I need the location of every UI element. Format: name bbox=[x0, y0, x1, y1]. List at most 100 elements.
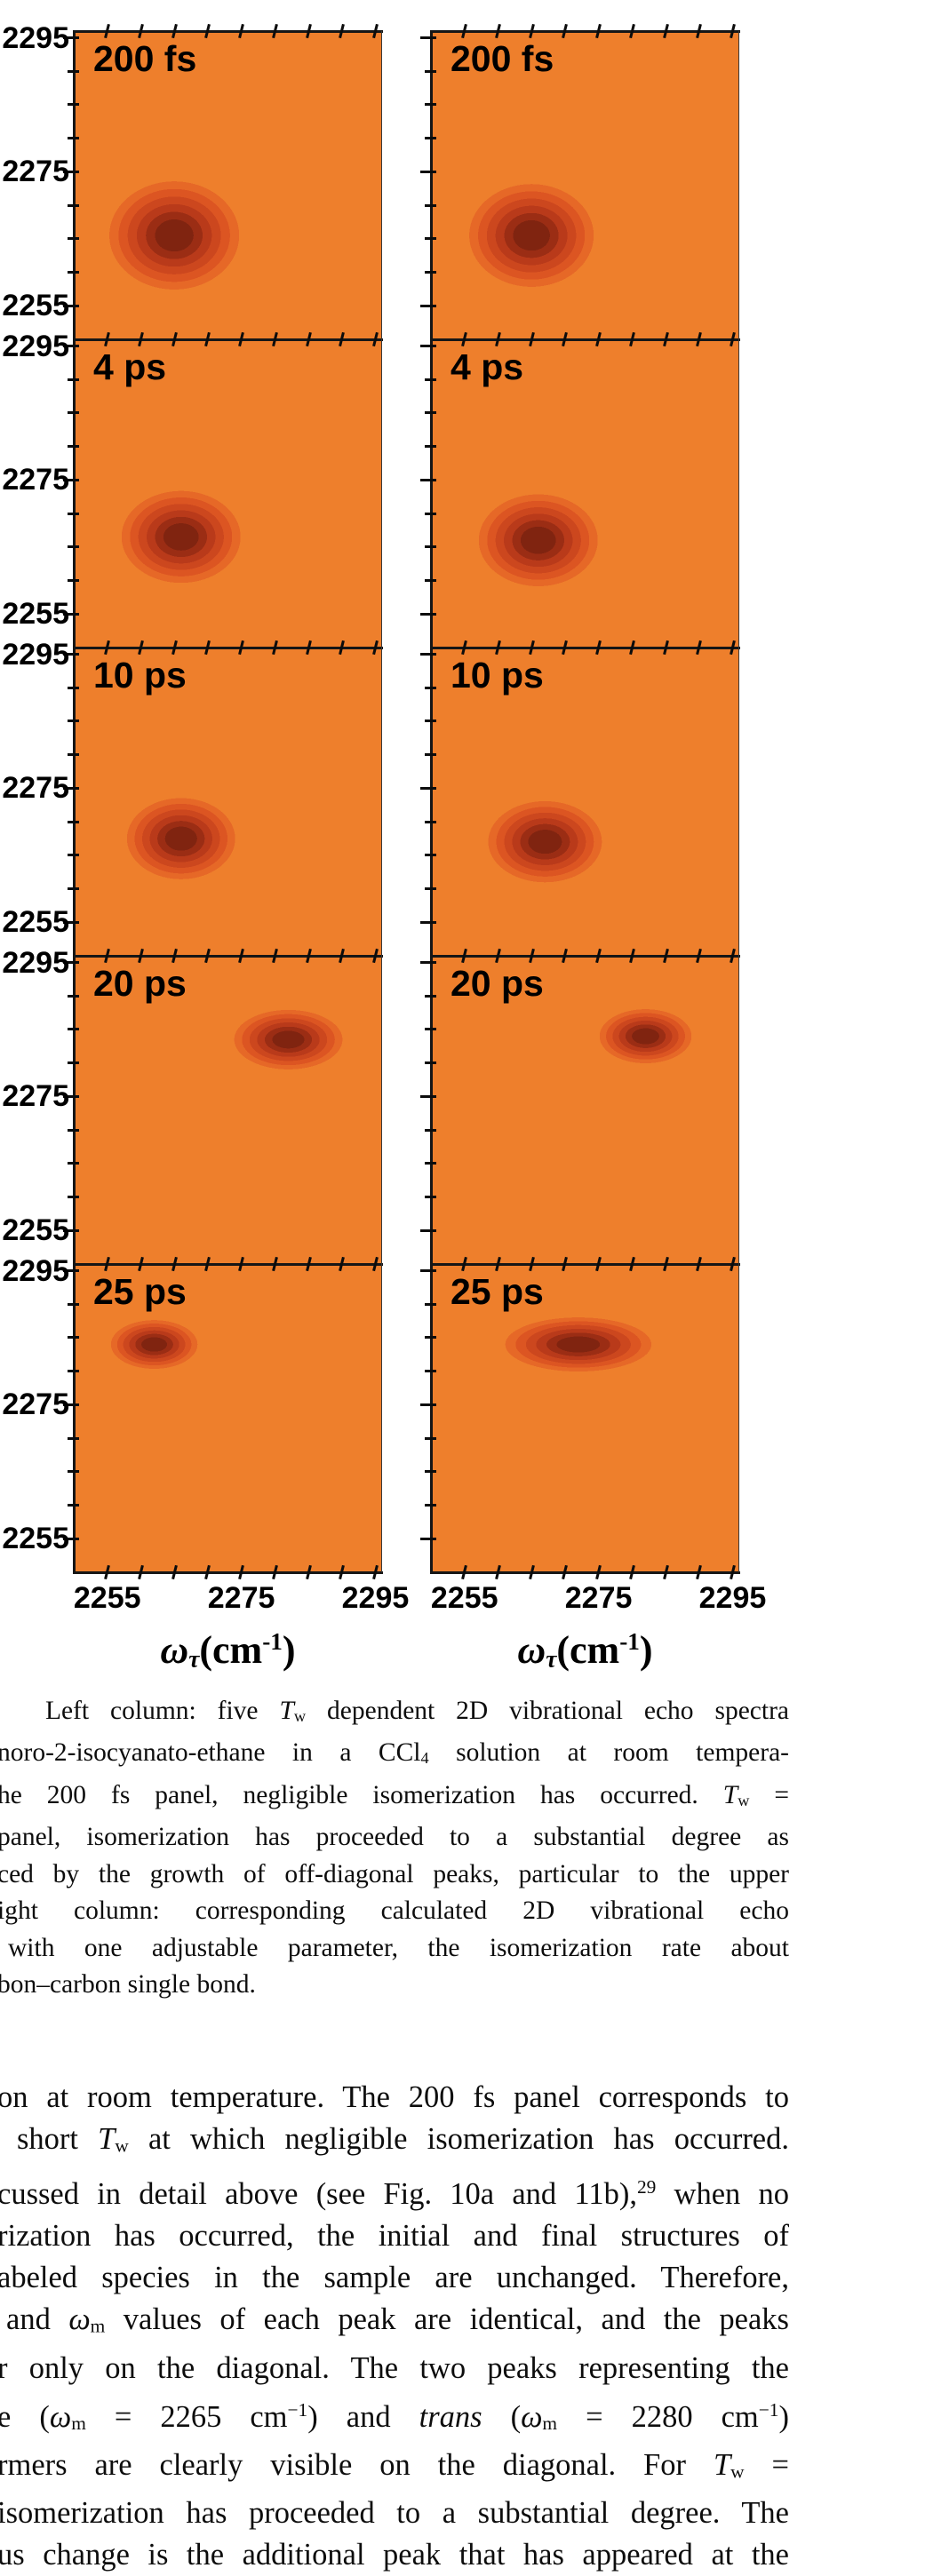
axis-tick bbox=[68, 203, 79, 207]
axis-tick bbox=[63, 961, 79, 965]
axis-tick bbox=[68, 994, 79, 998]
axis-tick bbox=[68, 1162, 79, 1165]
caption-line: bon–carbon single bond. bbox=[0, 1970, 256, 2000]
body-line: e (ωm = 2265 cm−1) and trans (ωm = 2280 … bbox=[0, 2398, 789, 2434]
axis-line bbox=[738, 31, 739, 1572]
axis-tick bbox=[425, 1162, 436, 1165]
panel-time-label: 4 ps bbox=[93, 346, 167, 387]
spectrum-panel-calculated-4ps: 4 ps bbox=[431, 339, 739, 648]
panel-time-label: 10 ps bbox=[451, 655, 544, 696]
axis-tick bbox=[63, 345, 79, 348]
x-tick-label: 2295 bbox=[698, 1581, 767, 1615]
axis-tick bbox=[63, 1537, 79, 1540]
y-tick-label: 2255 bbox=[2, 1213, 69, 1248]
axis-tick bbox=[68, 854, 79, 857]
axis-tick bbox=[420, 304, 436, 307]
figure-2d-echo-spectra: 200 fs 4 ps 10 ps 20 ps 25 ps 200 fs 4 ps 10 ps… bbox=[2, 20, 767, 1673]
axis-line bbox=[430, 1571, 740, 1574]
body-line: rmers are clearly visible on the diagona… bbox=[0, 2447, 789, 2483]
panel-time-label: 20 ps bbox=[451, 963, 544, 1004]
axis-tick bbox=[425, 69, 436, 73]
spectrum-panel-calculated-10ps: 10 ps bbox=[431, 648, 739, 956]
axis-tick bbox=[425, 137, 436, 140]
caption-line: Left column: five Tw dependent 2D vibrat… bbox=[45, 1697, 789, 1725]
axis-tick bbox=[68, 1061, 79, 1065]
y-tick-label: 2295 bbox=[2, 945, 69, 980]
body-line: cussed in detail above (see Fig. 10a and… bbox=[0, 2176, 790, 2212]
axis-tick bbox=[63, 612, 79, 616]
axis-line bbox=[73, 338, 383, 341]
axis-tick bbox=[420, 612, 436, 616]
x-tick-label: 2275 bbox=[564, 1581, 633, 1615]
axis-tick bbox=[420, 1094, 436, 1098]
axis-tick bbox=[68, 378, 79, 381]
y-tick-label: 2275 bbox=[2, 155, 69, 189]
caption-line: noro-2-isocyanato-ethane in a CCl4 solut… bbox=[0, 1738, 789, 1768]
axis-tick bbox=[68, 887, 79, 891]
axis-line bbox=[430, 31, 433, 1572]
spectrum-panel-experimental-25ps: 25 ps bbox=[74, 1264, 382, 1572]
axis-tick bbox=[420, 1403, 436, 1406]
panel-time-label: 200 fs bbox=[93, 38, 197, 79]
spectrum-panel-calculated-25ps: 25 ps bbox=[431, 1264, 739, 1572]
axis-line bbox=[73, 30, 383, 33]
body-line: isomerization has proceeded to a substan… bbox=[0, 2496, 789, 2531]
spectrum-panel-calculated-200fs: 200 fs bbox=[431, 31, 739, 339]
y-tick-label: 2255 bbox=[2, 289, 69, 323]
figure-caption: Left column: five Tw dependent 2D vibrat… bbox=[0, 1693, 789, 2004]
axis-tick bbox=[425, 545, 436, 549]
y-tick-label: 2295 bbox=[2, 329, 69, 363]
y-tick-label: 2255 bbox=[2, 1522, 69, 1556]
body-line: on at room temperature. The 200 fs panel… bbox=[0, 2080, 789, 2114]
axis-tick bbox=[425, 720, 436, 723]
x-axis-title: ωτ(cm-1) bbox=[517, 1628, 653, 1673]
axis-line bbox=[430, 955, 740, 958]
y-tick-label: 2295 bbox=[2, 1253, 69, 1288]
axis-line bbox=[73, 1263, 383, 1266]
axis-tick bbox=[68, 1504, 79, 1507]
axis-tick bbox=[420, 170, 436, 173]
axis-tick bbox=[425, 103, 436, 107]
panel-time-label: 200 fs bbox=[451, 38, 554, 79]
body-text: on at room temperature. The 200 fs panel… bbox=[0, 2077, 789, 2576]
axis-tick bbox=[68, 579, 79, 583]
axis-tick bbox=[68, 1470, 79, 1474]
axis-tick bbox=[420, 961, 436, 965]
axis-tick bbox=[425, 512, 436, 515]
axis-tick bbox=[420, 478, 436, 481]
y-tick-label: 2295 bbox=[2, 20, 69, 55]
panel-time-label: 25 ps bbox=[93, 1271, 187, 1312]
spectrum-panel-calculated-20ps: 20 ps bbox=[431, 956, 739, 1264]
body-line: short Tw at which negligible isomerizati… bbox=[17, 2122, 789, 2157]
axis-line bbox=[430, 338, 740, 341]
axis-tick bbox=[63, 786, 79, 790]
caption-line: ight column: corresponding calculated 2D… bbox=[0, 1896, 789, 1926]
panel-time-label: 25 ps bbox=[451, 1271, 544, 1312]
axis-tick bbox=[425, 378, 436, 381]
axis-tick bbox=[63, 1269, 79, 1273]
axis-line bbox=[73, 1571, 383, 1574]
axis-tick bbox=[425, 1504, 436, 1507]
axis-line bbox=[430, 647, 740, 649]
axis-tick bbox=[425, 1336, 436, 1340]
axis-tick bbox=[68, 1196, 79, 1199]
axis-tick bbox=[420, 1269, 436, 1273]
caption-line: with one adjustable parameter, the isome… bbox=[8, 1933, 789, 1962]
axis-tick bbox=[425, 271, 436, 274]
axis-tick bbox=[425, 1302, 436, 1306]
axis-tick bbox=[420, 1228, 436, 1232]
axis-tick bbox=[420, 345, 436, 348]
axis-tick bbox=[68, 137, 79, 140]
axis-tick bbox=[420, 36, 436, 40]
axis-tick bbox=[425, 1128, 436, 1132]
axis-tick bbox=[68, 1028, 79, 1031]
axis-tick bbox=[68, 820, 79, 823]
axis-tick bbox=[425, 1470, 436, 1474]
axis-tick bbox=[420, 920, 436, 924]
y-tick-label: 2275 bbox=[2, 1079, 69, 1114]
axis-tick bbox=[420, 1537, 436, 1540]
axis-tick bbox=[68, 103, 79, 107]
body-line: r only on the diagonal. The two peaks re… bbox=[0, 2350, 789, 2385]
caption-line: panel, isomerization has proceeded to a … bbox=[0, 1823, 789, 1852]
axis-tick bbox=[68, 1336, 79, 1340]
